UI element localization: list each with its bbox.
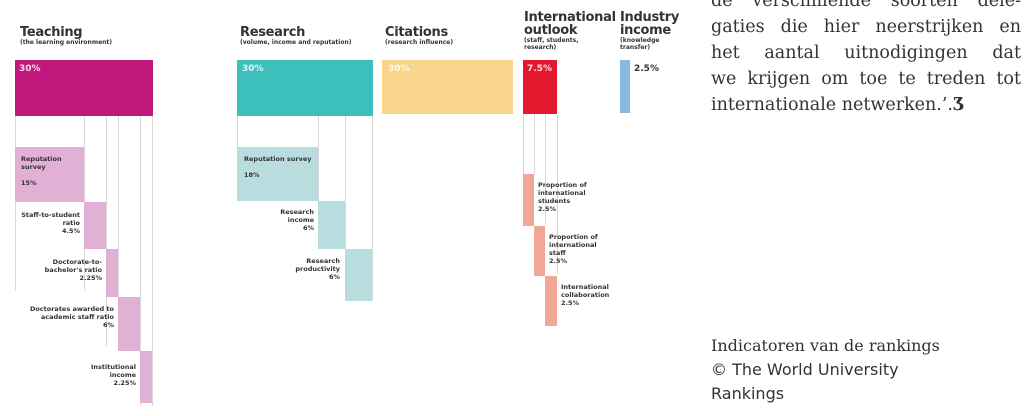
staff-to-student-label: Staff-to-student ratio 4.5% [21,211,80,235]
industry-bar [620,60,630,113]
citations-bar [382,60,513,114]
teaching-reputation-label: Reputation survey 15% [21,155,62,187]
intl-collaboration-bar [545,276,557,326]
teaching-bar [15,60,153,116]
research-productivity-label: Research productivity 6% [295,257,340,281]
international-subtitle-2: research) [524,44,557,51]
caption-line-2: © The World University [711,360,899,379]
article-text: de verschillende soorten dele- gaties di… [711,0,1021,118]
prose-line-2: het aantal uitnodigingen dat [711,43,1021,63]
doctorate-to-bachelor-bar [106,249,118,297]
citations-subtitle: (research influence) [385,39,454,46]
research-income-bar [318,201,345,249]
doctorates-awarded-bar [118,297,140,351]
prose-line-4: internationale netwerken.’.Ʒ [711,95,965,115]
teaching-subtitle: (the learning environment) [20,39,113,46]
research-header: Research (volume, income and reputation) [240,26,352,46]
international-pct: 7.5% [527,64,552,74]
research-reputation-label: Reputation survey 18% [244,155,312,179]
prose-line-1: gaties die hier neerstrijken en [711,17,1021,37]
intl-collaboration-label: International collaboration 2.5% [561,283,610,307]
research-income-label: Research income 6% [280,208,314,232]
end-mark-icon: Ʒ [953,95,965,115]
international-title-1: International [524,10,616,25]
prose-line-0: de verschillende soorten dele- [711,0,1021,11]
teaching-header: Teaching (the learning environment) [20,26,112,46]
caption-line-3: Rankings [711,384,785,403]
figure-caption: Indicatoren van de rankings © The World … [711,334,1021,406]
institutional-income-label: Institutional income 2.25% [90,363,136,387]
intl-staff-bar [534,226,545,276]
intl-students-label: Proportion of international students 2.5% [538,181,587,213]
research-pct: 30% [242,64,264,74]
doctorate-to-bachelor-label: Doctorate-to-bachelor's ratio 2.25% [44,258,102,282]
international-title-2: outlook [524,23,578,38]
staff-to-student-bar [84,202,106,249]
teaching-title: Teaching [20,25,83,40]
research-subtitle: (volume, income and reputation) [240,39,352,46]
industry-subtitle-2: transfer) [620,44,651,51]
industry-title-1: Industry [620,10,680,25]
intl-students-bar [523,174,534,226]
doctorates-awarded-label: Doctorates awarded to academic staff rat… [29,305,114,329]
teaching-pct: 30% [19,64,41,74]
rankings-indicators-figure: Teaching (the learning environment) 30% … [15,11,679,406]
industry-subtitle-1: (knowledge [620,37,660,44]
prose-line-3: we krijgen om toe te treden tot [711,69,1021,89]
industry-title-2: income [620,23,671,38]
citations-pct: 30% [388,64,410,74]
industry-header: Industry income (knowledge transfer) [620,11,679,51]
intl-staff-label: Proportion of international staff 2.5% [549,233,598,265]
research-productivity-bar [345,249,372,301]
international-header: International outlook (staff, students, … [524,11,616,51]
research-title: Research [240,25,306,40]
international-bar [523,60,557,114]
institutional-income-bar [140,351,152,403]
teaching-reputation-bar [15,147,84,202]
caption-line-1: Indicatoren van de rankings [711,336,940,355]
international-subtitle-1: (staff, students, [524,37,579,44]
industry-pct: 2.5% [634,64,659,74]
research-reputation-bar [237,147,318,201]
citations-title: Citations [385,25,448,40]
research-bar [237,60,373,116]
citations-header: Citations (research influence) [385,26,453,46]
